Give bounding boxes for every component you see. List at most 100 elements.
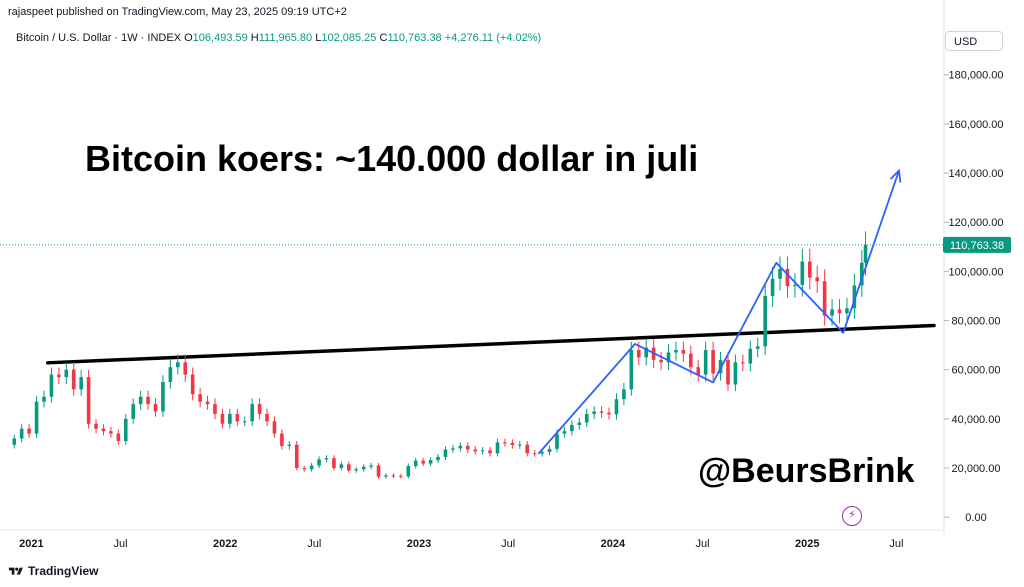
chart-grid bbox=[0, 0, 945, 535]
candle-body bbox=[822, 281, 827, 316]
candle-body bbox=[793, 284, 797, 287]
candle-body bbox=[726, 359, 730, 385]
candle-body bbox=[458, 445, 463, 449]
candle-body bbox=[465, 445, 470, 450]
candle-body bbox=[860, 262, 864, 286]
candle-body bbox=[800, 261, 805, 285]
candle-body bbox=[636, 350, 641, 358]
last-price-badge bbox=[943, 236, 1011, 253]
candle-body bbox=[42, 396, 46, 402]
candle-body bbox=[27, 428, 31, 434]
candle-body bbox=[451, 448, 455, 450]
candle-body bbox=[741, 362, 745, 364]
candle-body bbox=[153, 404, 158, 412]
candle-body bbox=[339, 464, 344, 469]
low-label: L bbox=[315, 32, 322, 44]
time-tick-label: Jul bbox=[113, 538, 127, 550]
candle-body bbox=[64, 369, 69, 378]
candle-body bbox=[863, 244, 868, 263]
low-value: 102,085.25 bbox=[321, 32, 377, 44]
change-value: +4,276.11 (+4.02%) bbox=[444, 32, 542, 44]
candle-body bbox=[666, 352, 671, 363]
candle-body bbox=[555, 433, 559, 449]
price-tick-label: 100,000.00 bbox=[948, 266, 1003, 278]
candle-body bbox=[570, 424, 574, 432]
price-tick-label: 0.00 bbox=[965, 512, 986, 524]
candle-body bbox=[12, 438, 17, 445]
candle-body bbox=[250, 404, 254, 422]
candle-body bbox=[205, 401, 210, 405]
close-label: C bbox=[379, 32, 388, 44]
time-axis: 2021 Jul 2022 Jul 2023 Jul 2024 Jul 2025 Jul bbox=[19, 538, 903, 550]
footer-brand-label: TradingView bbox=[28, 564, 99, 578]
candle-body bbox=[837, 309, 842, 314]
candle-body bbox=[302, 468, 307, 470]
candle-body bbox=[406, 466, 411, 477]
candle-body bbox=[815, 277, 820, 282]
candle-body bbox=[183, 362, 188, 375]
candle-body bbox=[384, 475, 388, 477]
candle-body bbox=[696, 367, 701, 375]
watermark-text: @BeursBrink bbox=[698, 452, 915, 490]
candle-body bbox=[674, 350, 678, 353]
candle-body bbox=[146, 396, 150, 405]
candle-body bbox=[503, 442, 507, 444]
candle-body bbox=[94, 423, 98, 429]
candle-body bbox=[369, 465, 373, 467]
candle-body bbox=[19, 428, 24, 439]
candle-body bbox=[34, 401, 39, 434]
price-tick-label: 160,000.00 bbox=[948, 119, 1003, 131]
candle-body bbox=[525, 444, 530, 454]
price-tick-label: 80,000.00 bbox=[952, 316, 1001, 328]
time-tick-label: 2022 bbox=[213, 538, 237, 550]
candle-body bbox=[436, 456, 440, 461]
price-tick-label: 60,000.00 bbox=[952, 365, 1001, 377]
last-price-label: 110,763.38 bbox=[950, 240, 1004, 252]
time-tick-label: Jul bbox=[501, 538, 515, 550]
candle-body bbox=[257, 404, 262, 414]
time-tick-label: 2021 bbox=[19, 538, 43, 550]
candle-body bbox=[57, 374, 61, 378]
symbol-label[interactable]: Bitcoin / U.S. Dollar · 1W · INDEX bbox=[16, 32, 182, 44]
candle-body bbox=[213, 404, 217, 414]
candle-body bbox=[845, 308, 849, 314]
currency-selector[interactable]: USD bbox=[945, 31, 1003, 51]
candle-body bbox=[689, 353, 693, 368]
candle-body bbox=[361, 466, 366, 470]
candle-body bbox=[584, 413, 589, 423]
candle-body bbox=[309, 465, 314, 470]
time-tick-label: 2023 bbox=[407, 538, 431, 550]
candle-body bbox=[176, 362, 180, 368]
candle-body bbox=[473, 449, 478, 452]
candle-body bbox=[101, 428, 106, 432]
candle-body bbox=[86, 377, 91, 424]
candle-body bbox=[495, 442, 500, 454]
footer-brand[interactable]: TradingView bbox=[8, 564, 98, 578]
candle-body bbox=[807, 261, 812, 278]
time-tick-label: Jul bbox=[307, 538, 321, 550]
candles-layer bbox=[12, 231, 868, 479]
candle-body bbox=[138, 396, 143, 405]
candle-body bbox=[547, 448, 552, 453]
candle-body bbox=[785, 268, 790, 287]
open-value: 106,493.59 bbox=[192, 32, 248, 44]
candle-body bbox=[79, 377, 83, 390]
candle-body bbox=[480, 450, 485, 452]
candle-body bbox=[324, 458, 329, 460]
candle-body bbox=[748, 348, 753, 364]
candle-body bbox=[830, 309, 834, 316]
projection-arrowhead-icon bbox=[889, 168, 902, 183]
candle-body bbox=[755, 346, 760, 349]
candle-body bbox=[763, 295, 767, 347]
lightning-icon[interactable]: ⚡ bbox=[842, 506, 862, 526]
price-tick-label: 140,000.00 bbox=[948, 168, 1003, 180]
candle-body bbox=[629, 350, 634, 390]
candle-body bbox=[770, 278, 775, 296]
candle-body bbox=[703, 350, 708, 375]
candle-body bbox=[131, 404, 136, 419]
candle-body bbox=[235, 413, 240, 422]
candle-body bbox=[659, 359, 663, 363]
candle-body bbox=[228, 413, 232, 424]
candle-body bbox=[681, 350, 686, 354]
